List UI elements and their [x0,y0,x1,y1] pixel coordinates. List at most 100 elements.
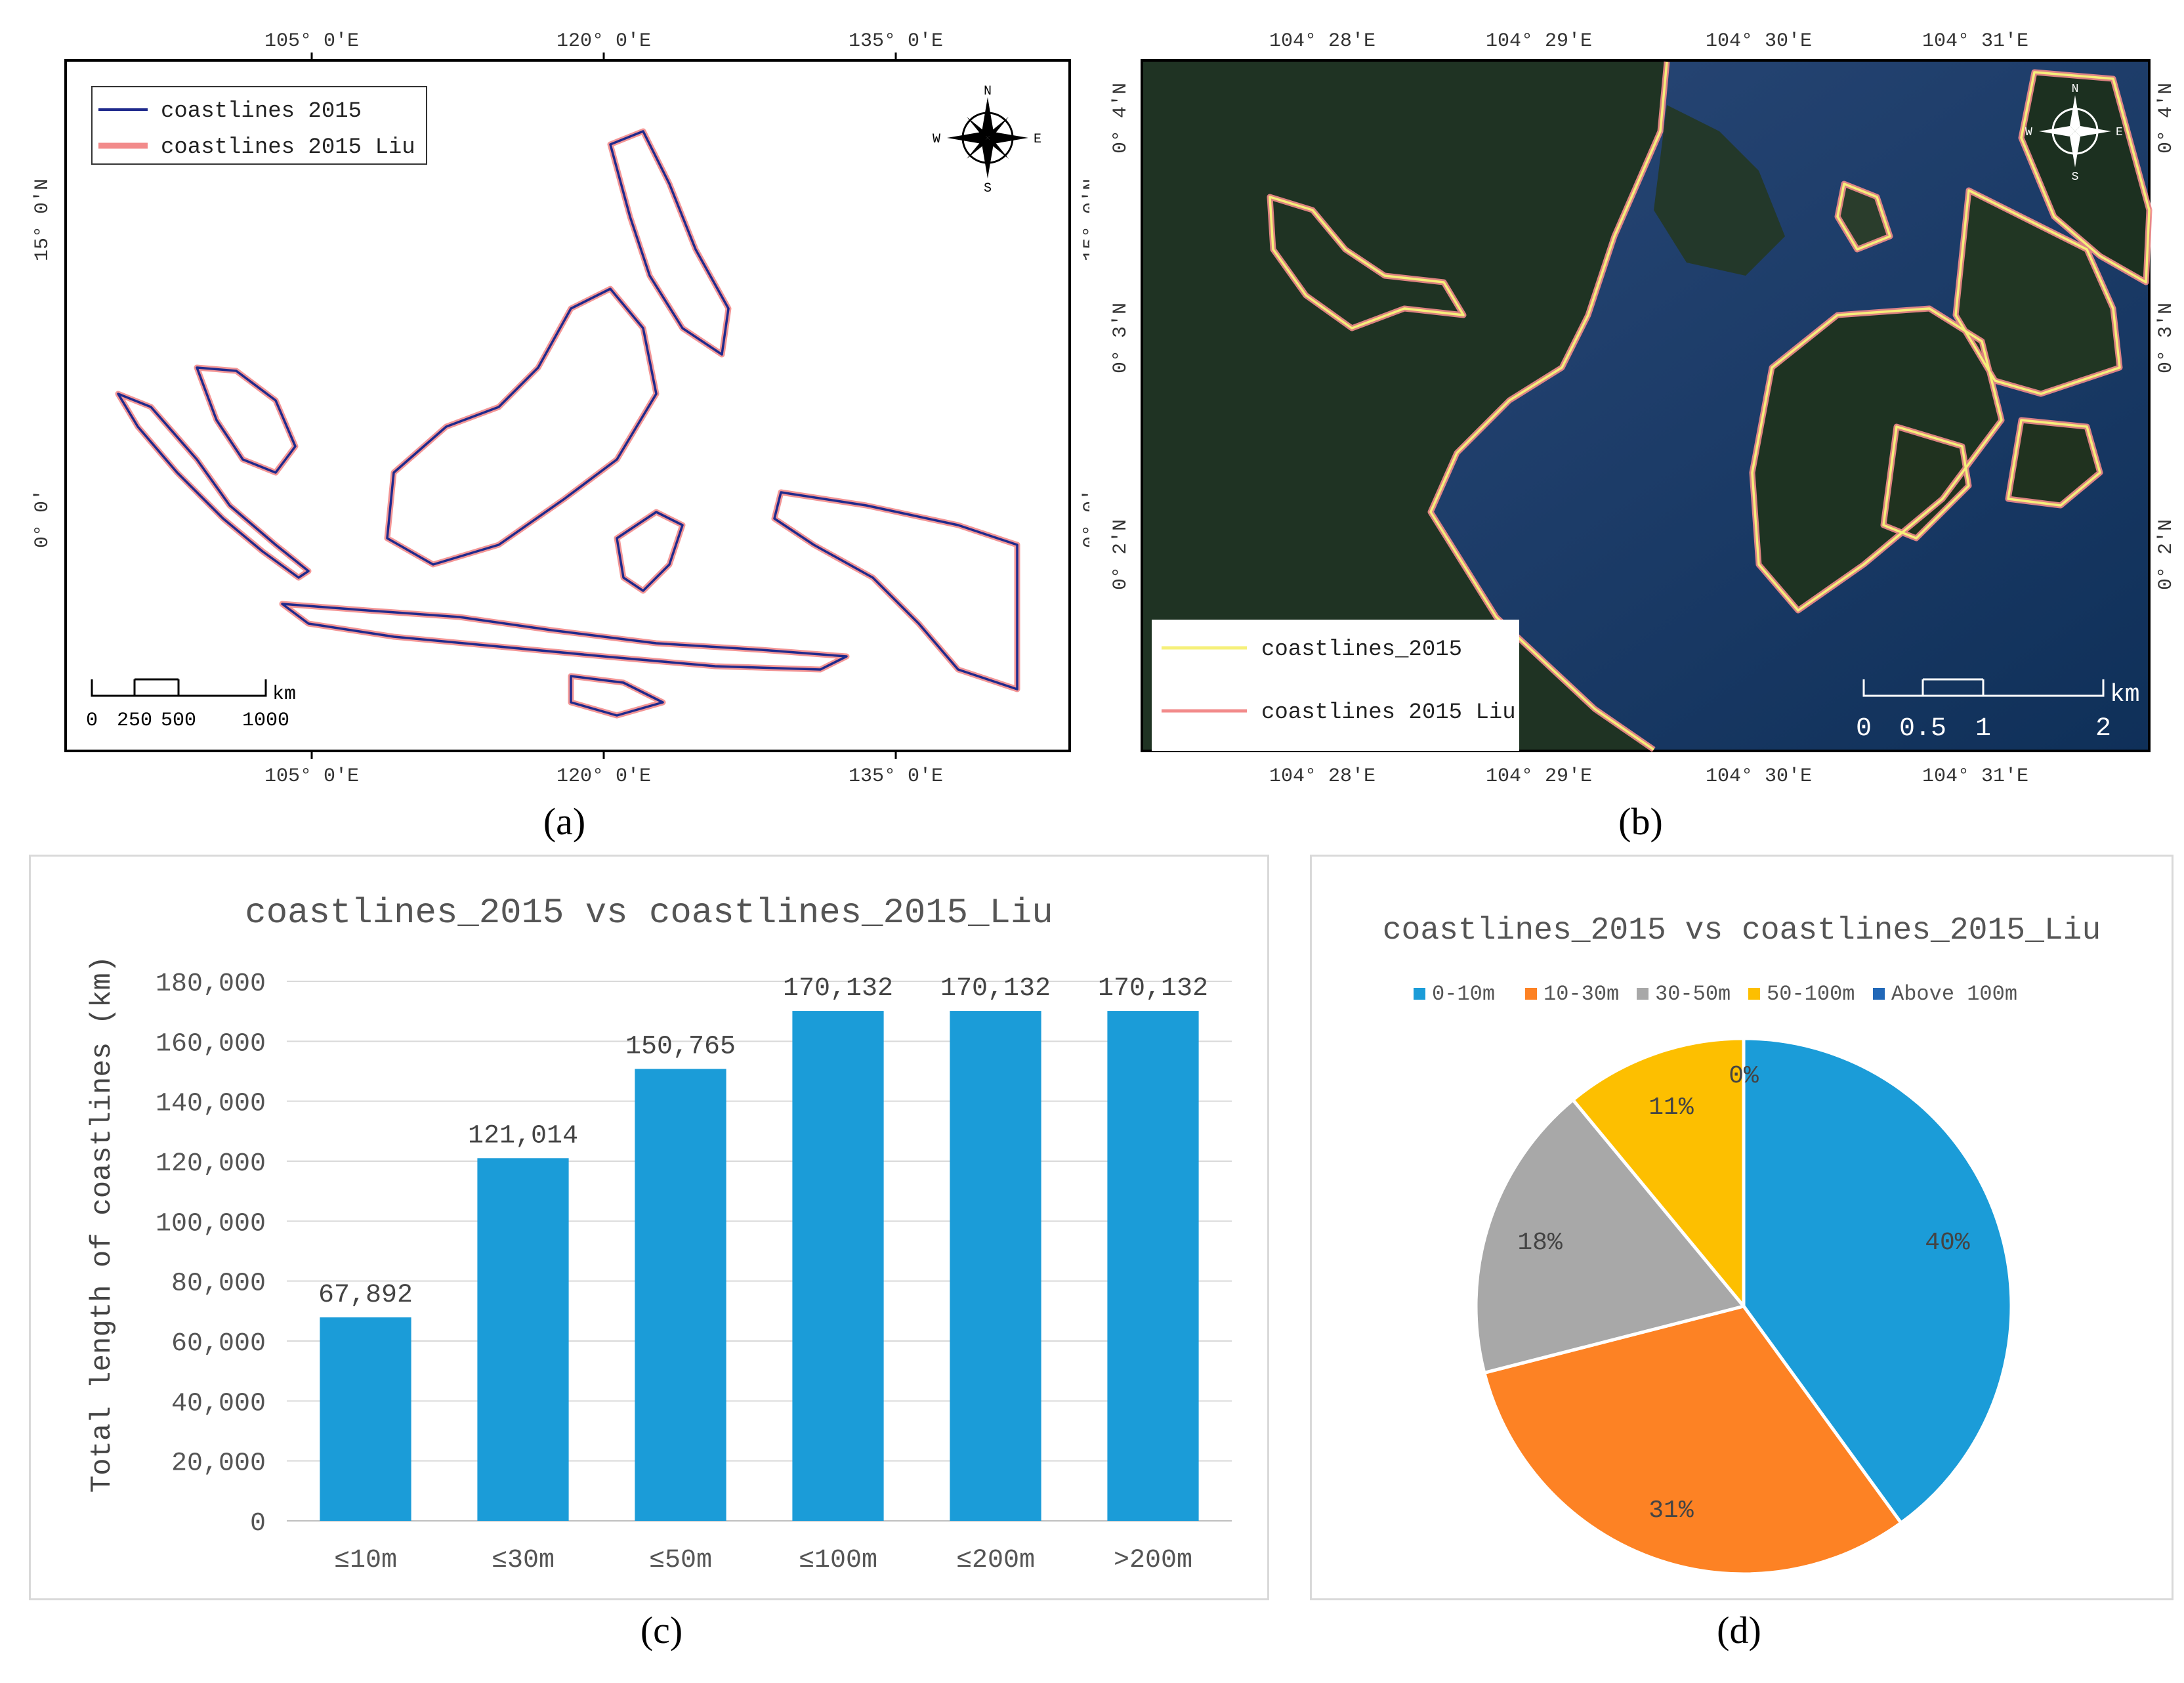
compass-s: S [984,181,992,196]
x-tick-label: ≤50m [649,1546,712,1575]
data-label: 31% [1648,1497,1694,1525]
map-b-legend: coastlines_2015 coastlines 2015 Liu [1152,620,1519,751]
chart-title: coastlines_2015 vs coastlines_2015_Liu [1383,913,2101,948]
map-a: 105° 0′E 120° 0′E 135° 0′E 105° 0′E 120°… [32,30,1102,788]
data-label: 18% [1517,1229,1563,1257]
x-tick-label: ≤10m [334,1546,397,1575]
compass-w: W [933,132,940,147]
map-a-right-tick: 0° 0′ [1080,489,1089,548]
x-tick-label: >200m [1114,1546,1192,1575]
scale-label: 0 [1856,714,1872,744]
legend-swatch [1414,988,1425,1000]
pie-chart: coastlines_2015 vs coastlines_2015_Liu 0… [1383,913,2101,1576]
legend-label: 30-50m [1655,982,1731,1006]
scale-label: 1000 [242,710,289,732]
map-a-bottom-tick: 135° 0′E [849,765,943,788]
scale-unit: km [2110,681,2140,709]
panel-c-letter: (c) [640,1609,683,1651]
x-tick-label: ≤30m [492,1546,555,1575]
map-a-right-tick: 15° 0′N [1080,179,1089,261]
data-label: 170,132 [1098,974,1208,1004]
map-b-right-tick: 0° 3′N [2155,303,2177,373]
panel-a: 105° 0′E 120° 0′E 135° 0′E 105° 0′E 120°… [0,0,1102,847]
legend-label: coastlines 2015 Liu [161,135,415,160]
y-tick-label: 160,000 [156,1029,266,1059]
map-b-right-tick: 0° 4′N [2155,83,2177,154]
bar [477,1158,569,1521]
data-label: 170,132 [940,974,1051,1004]
legend-swatch [1525,988,1537,1000]
y-tick-label: 40,000 [171,1389,266,1418]
map-a-legend: coastlines 2015 coastlines 2015 Liu [91,86,427,165]
bar [792,1011,884,1521]
scale-label: 500 [161,710,196,732]
pie-slice [1570,1036,1746,1311]
map-a-left-tick: 15° 0′N [32,179,54,261]
compass-s: S [2072,171,2079,184]
map-b-top-tick: 104° 29′E [1486,30,1592,53]
y-tick-label: 180,000 [156,969,266,999]
map-a-bottom-tick: 105° 0′E [264,765,359,788]
legend-label: 10-30m [1544,982,1619,1006]
compass-e: E [1034,132,1041,147]
panel-b: 104° 28′E 104° 29′E 104° 30′E 104° 31′E … [1089,0,2184,847]
y-axis-label: Total length of coastlines (km) [86,956,119,1493]
y-tick-label: 140,000 [156,1090,266,1119]
map-a-scale-bar [91,678,267,697]
map-b-left-tick: 0° 4′N [1110,83,1132,154]
legend-label: 0-10m [1432,982,1495,1006]
legend-swatch [1637,988,1648,1000]
legend-label: Above 100m [1891,982,2017,1006]
legend-swatch [1873,988,1885,1000]
data-label: 121,014 [468,1121,578,1151]
compass-icon: N S E W [933,84,1041,196]
scale-label: 250 [117,710,152,732]
map-a-top-tick: 135° 0′E [849,30,943,53]
compass-icon: N S E W [2025,83,2123,184]
bar [1107,1011,1199,1521]
map-b: 104° 28′E 104° 29′E 104° 30′E 104° 31′E … [1110,30,2177,788]
map-b-top-tick: 104° 28′E [1269,30,1376,53]
panel-c: coastlines_2015 vs coastlines_2015_Liu T… [29,855,1269,1600]
data-label: 67,892 [318,1281,413,1310]
map-b-bottom-tick: 104° 29′E [1486,765,1592,788]
map-b-bottom-tick: 104° 31′E [1922,765,2028,788]
data-label: 0% [1729,1062,1759,1090]
map-a-frame [64,59,1071,752]
bar [950,1011,1041,1521]
map-b-top-tick: 104° 30′E [1706,30,1812,53]
legend-label: coastlines 2015 Liu [1261,700,1516,725]
scale-label: 0 [86,710,98,732]
x-tick-label: ≤100m [799,1546,877,1575]
chart-title: coastlines_2015 vs coastlines_2015_Liu [245,893,1053,933]
map-b-left-tick: 0° 3′N [1110,303,1132,373]
scale-unit: km [272,683,296,706]
coastline-shapes [115,128,1020,719]
bar-chart: coastlines_2015 vs coastlines_2015_Liu T… [86,893,1232,1575]
map-a-bottom-tick: 120° 0′E [556,765,651,788]
map-a-left-tick: 0° 0′ [32,489,54,548]
legend-label: coastlines_2015 [1261,637,1462,662]
data-label: 11% [1648,1094,1694,1122]
map-b-bottom-tick: 104° 28′E [1269,765,1376,788]
y-tick-label: 60,000 [171,1329,266,1359]
map-b-scale-bar [1862,678,2105,697]
data-label: 150,765 [625,1033,736,1062]
map-b-right-tick: 0° 2′N [2155,519,2177,590]
x-tick-label: ≤200m [956,1546,1035,1575]
panel-a-letter: (a) [543,800,586,843]
data-label: 40% [1925,1229,1970,1257]
map-a-top-tick: 120° 0′E [556,30,651,53]
legend-label: coastlines 2015 [161,99,362,124]
panel-b-letter: (b) [1618,800,1663,843]
map-b-top-tick: 104° 31′E [1922,30,2028,53]
pie-slice [1482,1304,1904,1576]
panel-d-letter: (d) [1717,1609,1761,1651]
compass-n: N [2072,83,2079,96]
map-a-top-tick: 105° 0′E [264,30,359,53]
map-b-bottom-tick: 104° 30′E [1706,765,1812,788]
compass-e: E [2116,126,2123,139]
y-tick-label: 0 [250,1509,266,1539]
map-b-left-tick: 0° 2′N [1110,519,1132,590]
legend-label: 50-100m [1767,982,1855,1006]
